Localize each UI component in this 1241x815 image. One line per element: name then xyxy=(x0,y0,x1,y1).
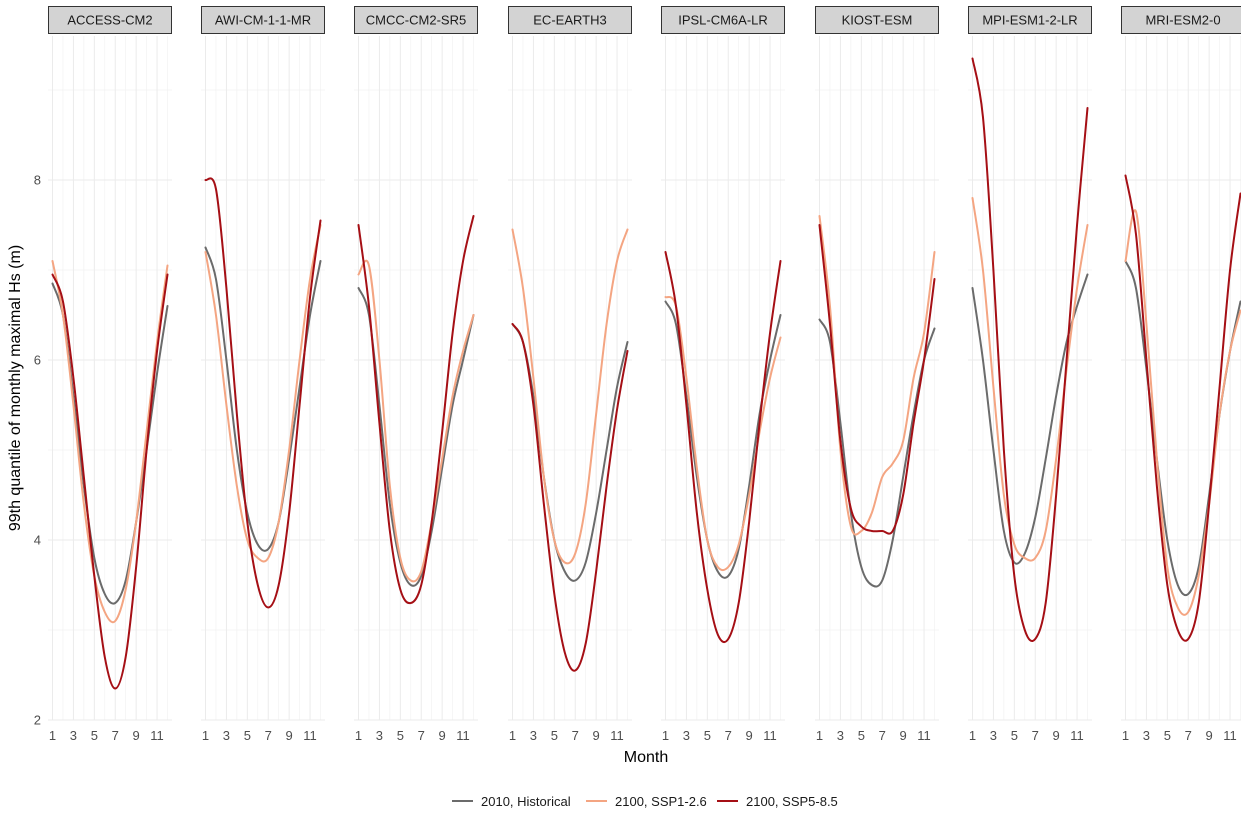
series-line-2100-ssp5-8-5 xyxy=(971,57,1089,642)
series-line-2100-ssp5-8-5 xyxy=(818,224,936,535)
x-tick-label: 1 xyxy=(662,728,669,743)
series-line-2100-ssp5-8-5 xyxy=(357,215,475,605)
x-tick-label: 7 xyxy=(1032,728,1039,743)
facet-strip-label: MPI-ESM1-2-LR xyxy=(982,13,1077,28)
x-tick-label: 1 xyxy=(1122,728,1129,743)
x-tick-label: 1 xyxy=(816,728,823,743)
x-tick-label: 9 xyxy=(439,728,446,743)
facet-strip xyxy=(201,6,325,34)
series-line-2100-ssp5-8-5 xyxy=(664,251,782,644)
x-tick-label: 5 xyxy=(551,728,558,743)
x-tick-label: 11 xyxy=(1223,728,1237,743)
x-tick-label: 7 xyxy=(725,728,732,743)
facet-strip xyxy=(508,6,632,34)
x-tick-label: 3 xyxy=(530,728,537,743)
x-tick-label: 11 xyxy=(1070,728,1084,743)
series-line-2100-ssp1-2-6 xyxy=(51,260,169,624)
x-tick-label: 7 xyxy=(879,728,886,743)
facet-strip-label: CMCC-CM2-SR5 xyxy=(366,13,466,28)
series-line-2100-ssp1-2-6 xyxy=(664,295,782,572)
series-line-2100-ssp5-8-5 xyxy=(511,323,629,672)
x-tick-label: 3 xyxy=(990,728,997,743)
series-line-2100-ssp1-2-6 xyxy=(204,224,322,563)
facet-strip xyxy=(354,6,478,34)
series-line-2100-ssp1-2-6 xyxy=(971,197,1089,562)
series-line-2010-historical xyxy=(51,282,169,605)
legend-label: 2010, Historical xyxy=(481,794,571,809)
series-line-2010-historical xyxy=(511,323,629,582)
x-tick-label: 5 xyxy=(91,728,98,743)
x-tick-label: 11 xyxy=(150,728,164,743)
series-line-2100-ssp5-8-5 xyxy=(51,273,169,690)
x-tick-label: 9 xyxy=(286,728,293,743)
facet-strip xyxy=(48,6,172,34)
x-tick-label: 11 xyxy=(763,728,777,743)
x-tick-label: 1 xyxy=(202,728,209,743)
facet-strip xyxy=(661,6,785,34)
facet-strip xyxy=(815,6,939,34)
y-tick-label: 8 xyxy=(34,173,41,188)
series-line-2010-historical xyxy=(971,273,1089,565)
x-tick-label: 9 xyxy=(900,728,907,743)
facet-strip xyxy=(1121,6,1241,34)
series-line-2100-ssp1-2-6 xyxy=(357,259,475,583)
x-tick-label: 5 xyxy=(397,728,404,743)
x-tick-label: 11 xyxy=(917,728,931,743)
x-axis-title: Month xyxy=(624,749,668,766)
facet-strip-label: ACCESS-CM2 xyxy=(67,13,152,28)
x-tick-label: 7 xyxy=(418,728,425,743)
series-line-2100-ssp5-8-5 xyxy=(1124,174,1241,642)
x-tick-label: 11 xyxy=(610,728,624,743)
legend-label: 2100, SSP5-8.5 xyxy=(746,794,838,809)
facet-strip-label: IPSL-CM6A-LR xyxy=(678,13,768,28)
x-tick-label: 9 xyxy=(746,728,753,743)
x-tick-label: 5 xyxy=(858,728,865,743)
x-tick-label: 1 xyxy=(509,728,516,743)
x-tick-label: 3 xyxy=(376,728,383,743)
x-tick-label: 5 xyxy=(244,728,251,743)
x-tick-label: 11 xyxy=(456,728,470,743)
facet-strip xyxy=(968,6,1092,34)
x-tick-label: 7 xyxy=(1185,728,1192,743)
x-tick-label: 11 xyxy=(303,728,317,743)
x-tick-label: 5 xyxy=(1164,728,1171,743)
y-tick-label: 2 xyxy=(34,713,41,728)
x-tick-label: 3 xyxy=(70,728,77,743)
x-tick-label: 5 xyxy=(704,728,711,743)
series-line-2010-historical xyxy=(204,246,322,552)
y-tick-label: 4 xyxy=(34,533,41,548)
facet-strip-label: KIOST-ESM xyxy=(842,13,913,28)
y-axis-title: 99th quantile of monthly maximal Hs (m) xyxy=(7,245,24,531)
x-tick-label: 3 xyxy=(223,728,230,743)
y-tick-label: 6 xyxy=(34,353,41,368)
legend-label: 2100, SSP1-2.6 xyxy=(615,794,707,809)
series-line-2100-ssp1-2-6 xyxy=(511,228,629,565)
series-line-2100-ssp1-2-6 xyxy=(1124,209,1241,616)
x-tick-label: 3 xyxy=(1143,728,1150,743)
x-tick-label: 1 xyxy=(49,728,56,743)
x-tick-label: 9 xyxy=(593,728,600,743)
facet-strip-label: AWI-CM-1-1-MR xyxy=(215,13,311,28)
x-tick-label: 9 xyxy=(133,728,140,743)
series-line-2010-historical xyxy=(357,287,475,587)
facet-strip-label: EC-EARTH3 xyxy=(533,13,606,28)
x-tick-label: 5 xyxy=(1011,728,1018,743)
series-line-2100-ssp5-8-5 xyxy=(204,177,322,609)
x-tick-label: 7 xyxy=(265,728,272,743)
x-tick-label: 7 xyxy=(572,728,579,743)
series-line-2100-ssp1-2-6 xyxy=(818,215,936,536)
facet-strip-label: MRI-ESM2-0 xyxy=(1145,13,1220,28)
x-tick-label: 9 xyxy=(1053,728,1060,743)
x-tick-label: 9 xyxy=(1206,728,1213,743)
x-tick-label: 3 xyxy=(837,728,844,743)
series-line-2010-historical xyxy=(818,318,936,588)
x-tick-label: 1 xyxy=(355,728,362,743)
x-tick-label: 3 xyxy=(683,728,690,743)
x-tick-label: 1 xyxy=(969,728,976,743)
x-tick-label: 7 xyxy=(112,728,119,743)
